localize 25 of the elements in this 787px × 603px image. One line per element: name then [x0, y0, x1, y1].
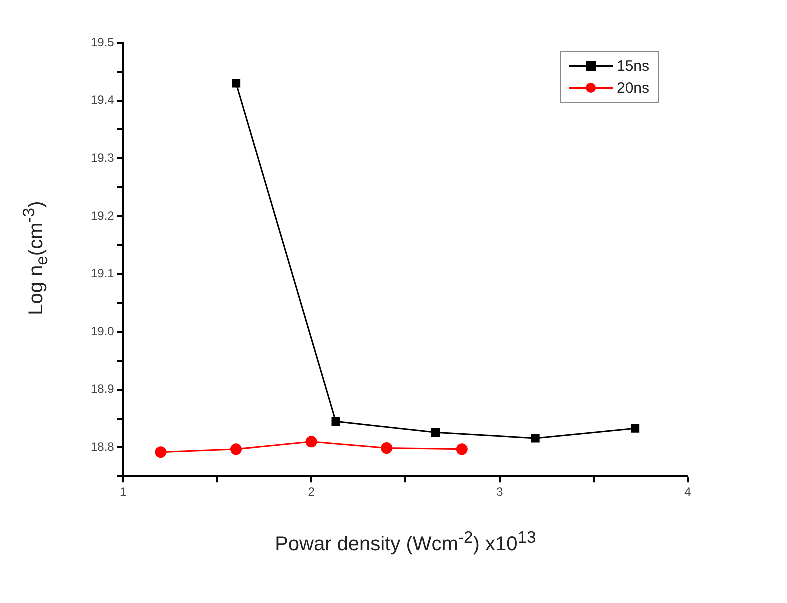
point: [631, 424, 640, 433]
y-tick-label: 19.2: [90, 208, 115, 223]
x-tick-label: 4: [684, 485, 692, 500]
legend-label: 15ns: [617, 58, 650, 74]
y-tick-label: 19.5: [90, 35, 115, 50]
x-axis-title: Powar density (Wcm$^{-2}$) x10$^{13}$: [274, 528, 538, 557]
y-tick-label: 19.1: [90, 266, 115, 281]
point: [332, 417, 340, 426]
point: [531, 434, 540, 443]
y-tick-label: 18.8: [90, 440, 115, 454]
point: [381, 442, 393, 454]
y-tick-label: 18.9: [90, 382, 115, 396]
x-tick-label: 3: [496, 485, 504, 500]
y-tick-label: 19.0: [90, 324, 115, 338]
x-tick-label: 2: [308, 485, 316, 500]
x-tick-label: 1: [120, 485, 128, 500]
legend-label: 20ns: [617, 80, 650, 96]
y-tick-label: 19.4: [90, 93, 115, 108]
y-tick-label: 19.3: [90, 150, 115, 165]
point: [456, 444, 468, 456]
point: [432, 428, 440, 437]
point: [232, 79, 241, 88]
point: [306, 436, 318, 448]
point: [155, 446, 167, 458]
point: [230, 444, 242, 456]
